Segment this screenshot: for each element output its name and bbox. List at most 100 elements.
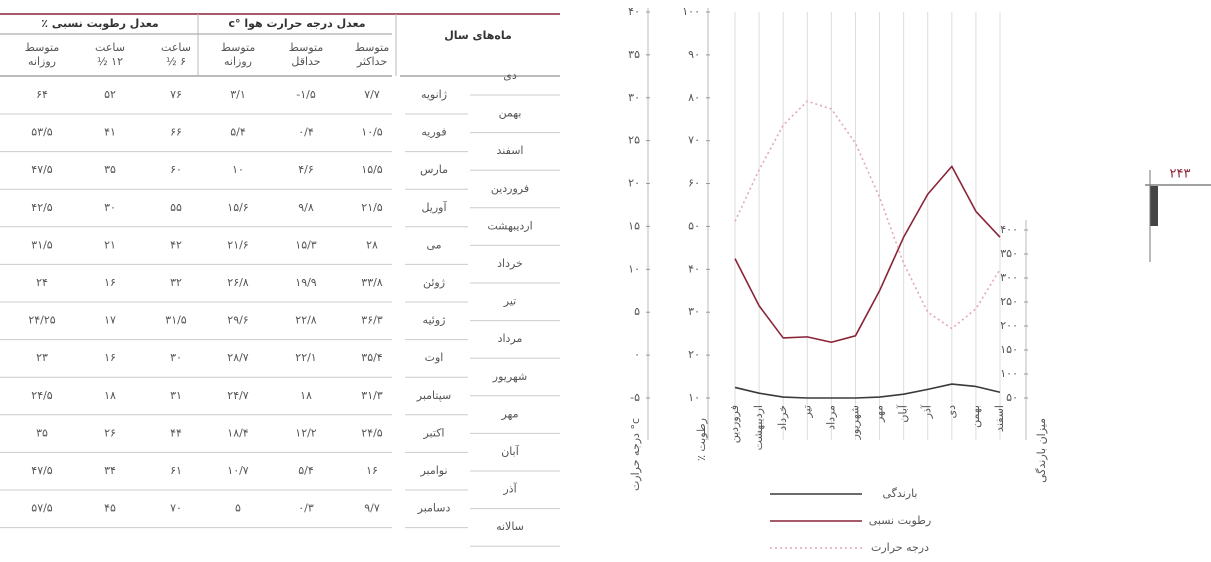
cell: ۵۳/۵ (31, 126, 53, 139)
sub-header: روزانه (28, 55, 56, 68)
x-tick-label: تیر (800, 405, 813, 418)
month-persian: آذر (502, 482, 517, 496)
tick-label: ۲۰ (688, 348, 700, 361)
cell: ۲۴/۷ (227, 389, 249, 402)
x-tick-label: فروردین (728, 405, 741, 443)
series-line (734, 100, 1001, 330)
cell: ۷/۷ (364, 88, 380, 101)
tick-label: ۱۵ (628, 219, 640, 232)
cell: ۱۲/۲ (295, 426, 317, 439)
cell: ۷۶ (170, 88, 182, 101)
sub-header: حداکثر (356, 55, 387, 68)
cell: ۲۴ (36, 276, 48, 289)
cell: ۴/۶ (298, 163, 314, 176)
month-persian: دی (503, 69, 517, 82)
month-gregorian: نوامبر (419, 464, 447, 477)
month-gregorian: دسامبر (417, 502, 451, 515)
series-line (734, 383, 1001, 399)
cell: ۷۰ (170, 502, 182, 515)
axis-title: درجه حرارت °c (629, 418, 642, 491)
x-tick-label: بهمن (969, 405, 982, 428)
group-header: معدل رطوبت نسبی ٪ (41, 17, 158, 30)
series-line (734, 165, 1001, 344)
tick-label: ۵۰ (1006, 391, 1018, 404)
cell: ۳۵/۴ (361, 351, 383, 364)
x-tick-label: آذر (920, 404, 934, 419)
sub-header: روزانه (224, 55, 252, 68)
cell: ۱۸/۴ (227, 426, 249, 439)
month-gregorian: سپتامبر (416, 389, 452, 402)
cell: ۶۴ (36, 88, 48, 101)
cell: ۳۱/۳ (361, 389, 383, 402)
sub-header: ساعت (161, 41, 191, 54)
cell: ۱۶ (104, 351, 116, 364)
cell: -۱/۵ (296, 88, 316, 101)
tick-label: ۵۰ (688, 219, 700, 232)
group-header: معدل درجه حرارت هوا °c (228, 17, 365, 30)
legend-label: درجه حرارت (871, 541, 929, 554)
x-tick-label: شهریور (848, 405, 861, 440)
x-tick-label: مرداد (824, 405, 837, 430)
cell: ۱۸ (104, 389, 116, 402)
cell: ۲۲/۱ (295, 351, 316, 364)
month-gregorian: ژانویه (421, 88, 447, 101)
cell: ۲۴/۵ (361, 426, 383, 439)
month-persian: مهر (500, 407, 518, 420)
month-persian: اسفند (497, 144, 524, 157)
sub-header: متوسط (355, 41, 390, 54)
cell: ۳۵ (36, 426, 48, 439)
tick-label: ۰ (634, 348, 640, 361)
tick-label: ۲۵۰ (1000, 295, 1018, 308)
month-header: ماه‌های سال (444, 29, 512, 42)
sub-header: متوسط (221, 41, 256, 54)
cell: ۴۵ (104, 502, 116, 515)
tick-label: ۱۵۰ (1000, 343, 1018, 356)
cell: ۴۷/۵ (31, 163, 53, 176)
tick-label: ۳۰ (628, 91, 640, 104)
cell: ۱۰/۵ (361, 126, 383, 139)
month-persian: بهمن (499, 107, 522, 120)
cell: ۳۱/۵ (31, 238, 53, 251)
cell: ۳۴ (104, 464, 116, 477)
cell: ۱۰ (232, 163, 244, 176)
month-gregorian: فوریه (421, 126, 446, 139)
cell: ۱۵/۵ (361, 163, 383, 176)
cell: ۰/۴ (298, 126, 314, 139)
tick-label: ۲۵ (628, 134, 640, 147)
month-persian: سالانه (496, 520, 524, 533)
cell: ۳۰ (104, 201, 116, 214)
cell: ۵ (235, 502, 241, 515)
cell: ۲۴/۲۵ (28, 314, 55, 327)
cell: ۱۸ (300, 389, 312, 402)
x-tick-label: دی (945, 405, 958, 419)
cell: ۲۴/۵ (31, 389, 53, 402)
cell: ۳/۱ (230, 88, 246, 101)
tick-label: ۳۵۰ (1000, 247, 1018, 260)
cell: ۶۶ (170, 126, 182, 139)
tick-label: ۱۰ (628, 262, 640, 275)
tick-label: ۳۰۰ (1000, 271, 1018, 284)
month-gregorian: اوت (425, 351, 444, 364)
month-gregorian: ژوئیه (423, 314, 446, 327)
cell: ۳۱ (170, 389, 182, 402)
cell: ۵۲ (104, 88, 116, 101)
tick-label: ۵ (634, 305, 640, 318)
tick-label: ۴۰ (628, 5, 640, 18)
x-tick-label: مهر (873, 405, 886, 423)
margin-block (1150, 186, 1158, 226)
month-persian: فروردین (491, 182, 529, 195)
cell: ۱۹/۹ (295, 276, 317, 289)
month-persian: مرداد (498, 332, 523, 345)
x-tick-label: خرداد (776, 405, 789, 431)
tick-label: ۷۰ (688, 134, 700, 147)
month-persian: اردیبهشت (487, 219, 532, 232)
cell: ۱۷ (104, 314, 116, 327)
cell: ۲۹/۶ (227, 314, 248, 327)
tick-label: ۳۵ (628, 48, 640, 61)
cell: ۵/۴ (298, 464, 314, 477)
month-gregorian: مارس (420, 163, 448, 176)
tick-label: ۳۰ (688, 305, 700, 318)
tick-label: ۱۰ (688, 391, 700, 404)
x-tick-label: اردیبهشت (752, 405, 765, 450)
cell: ۴۱ (104, 126, 116, 139)
